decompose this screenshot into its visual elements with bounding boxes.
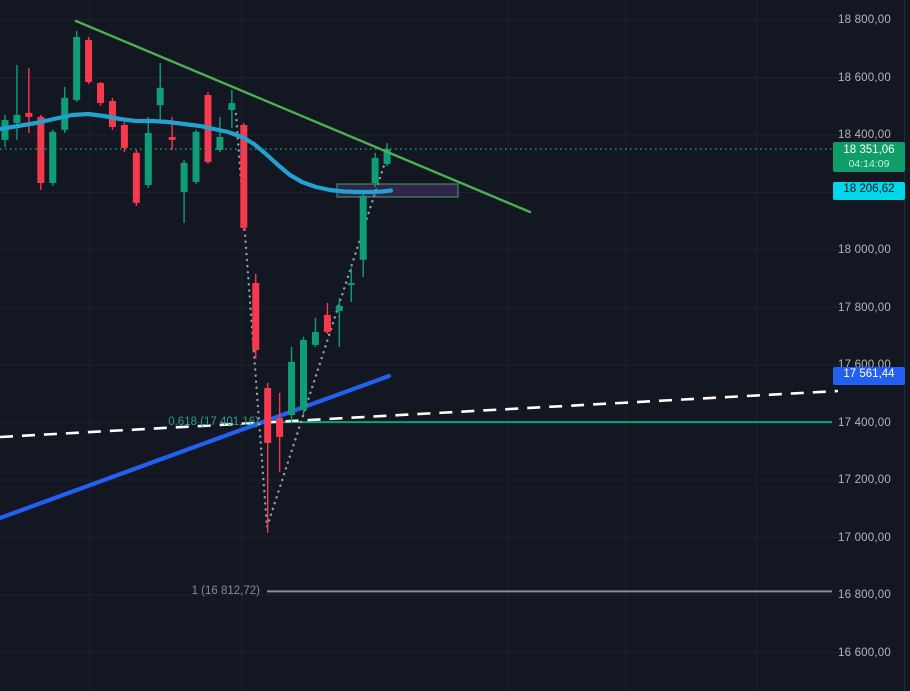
candle[interactable] <box>240 122 248 232</box>
candle[interactable] <box>359 193 367 278</box>
price-axis-label: 17 200,00 <box>838 474 891 486</box>
candle[interactable] <box>311 317 319 347</box>
candle[interactable] <box>132 149 140 207</box>
last-price-value: 18 351,06 <box>843 143 895 156</box>
fib-100-label: 1 (16 812,72) <box>191 585 260 598</box>
candle[interactable] <box>335 298 343 347</box>
candle[interactable] <box>383 143 391 167</box>
axis-right-edge <box>904 0 905 691</box>
candle[interactable] <box>144 116 152 188</box>
candle[interactable] <box>180 160 188 223</box>
price-axis-label: 17 400,00 <box>838 416 891 429</box>
dashed-white-trendline <box>0 389 839 439</box>
candle[interactable] <box>288 346 296 423</box>
candle[interactable] <box>192 129 200 184</box>
candle[interactable] <box>252 273 260 359</box>
price-axis-label: 17 800,00 <box>838 301 891 314</box>
grid-layer <box>0 0 845 691</box>
price-axis-label: 16 600,00 <box>838 646 891 659</box>
candle[interactable] <box>323 302 331 334</box>
blue-ma-value: 17 561,44 <box>843 368 895 381</box>
bar-countdown-timer: 04:14:09 <box>848 157 890 170</box>
blue-ma-line <box>0 373 392 521</box>
price-axis-label: 18 800,00 <box>838 14 891 26</box>
candle[interactable] <box>85 36 93 85</box>
blue-ma-badge: 17 561,44 <box>833 367 905 386</box>
candle[interactable] <box>49 129 57 186</box>
price-axis-label: 18 400,00 <box>838 129 891 141</box>
candle[interactable] <box>73 30 81 102</box>
cyan-ma-value: 18 206,62 <box>843 182 895 195</box>
candle[interactable] <box>276 392 284 472</box>
candle[interactable] <box>371 152 379 188</box>
candle[interactable] <box>120 122 128 152</box>
fib-618-label: 0.618 (17 401,16) <box>168 416 259 429</box>
cyan-ma-badge: 18 206,62 <box>833 181 905 200</box>
candle[interactable] <box>228 89 236 129</box>
fib-retracement <box>264 421 832 593</box>
price-axis-label: 17 000,00 <box>838 531 891 544</box>
candle[interactable] <box>156 63 164 121</box>
price-axis-label: 18 000,00 <box>838 244 891 256</box>
candle[interactable] <box>37 114 45 190</box>
price-axis-label: 18 600,00 <box>838 71 891 84</box>
price-axis-label: 16 800,00 <box>838 589 891 601</box>
candle[interactable] <box>97 82 105 106</box>
candles-layer <box>1 30 391 533</box>
last-price-badge: 18 351,06 04:14:09 <box>833 141 905 172</box>
green-trendline[interactable] <box>74 19 532 214</box>
cyan-ma-line <box>0 111 394 195</box>
candle[interactable] <box>264 382 272 533</box>
candle[interactable] <box>300 336 307 416</box>
candle[interactable] <box>347 267 355 303</box>
candle[interactable] <box>216 116 224 152</box>
candle[interactable] <box>61 86 69 133</box>
candle[interactable] <box>108 97 116 130</box>
